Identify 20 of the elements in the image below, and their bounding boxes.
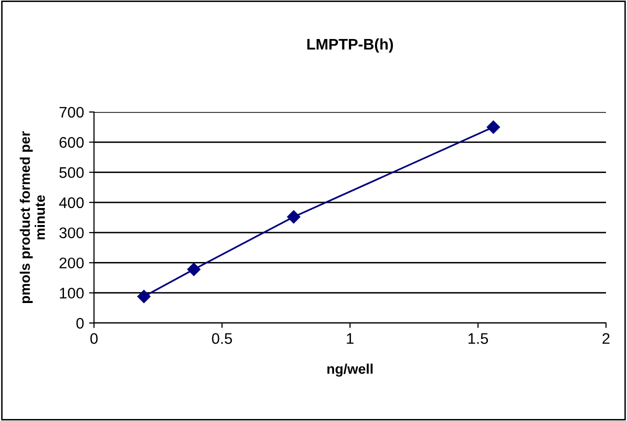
x-tick-label: 0.5 [212, 333, 232, 344]
y-tick-label: 600 [60, 137, 84, 148]
x-tick-label: 0 [90, 333, 98, 344]
x-tick-label: 2 [602, 333, 610, 344]
y-tick-label: 300 [59, 227, 84, 238]
chart-title: LMPTP-B(h) [307, 38, 393, 53]
y-tick-label: 100 [60, 288, 84, 299]
y-tick-label: 0 [76, 318, 84, 329]
x-tick-label: 1 [346, 333, 354, 344]
y-axis-title: pmols product formed per minute [20, 131, 45, 304]
x-tick-label: 1.5 [468, 333, 488, 344]
point [486, 120, 500, 134]
y-tick-label: 700 [60, 106, 84, 118]
point [137, 290, 151, 304]
y-tick-label: 400 [59, 197, 84, 208]
y-tick-label: 200 [60, 258, 84, 268]
y-tick-label: 500 [59, 167, 84, 178]
point [287, 210, 300, 224]
point [187, 262, 200, 276]
x-axis-title: ng/well [327, 364, 373, 377]
